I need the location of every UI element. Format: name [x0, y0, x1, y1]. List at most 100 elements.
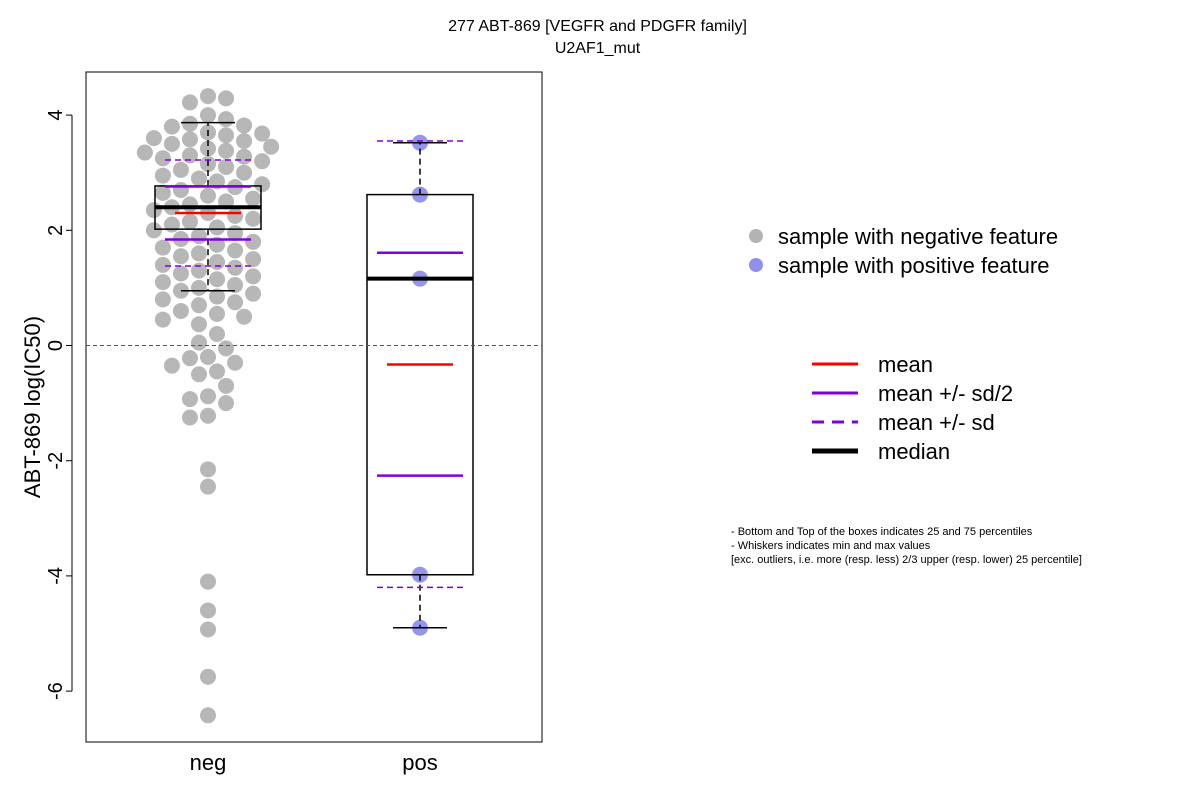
data-point-neg: [200, 461, 216, 478]
data-point-neg: [145, 202, 162, 219]
data-point-neg: [227, 207, 244, 224]
data-point-neg: [200, 140, 216, 157]
data-point-neg: [218, 395, 235, 412]
data-point-neg: [190, 334, 207, 351]
data-point-neg: [200, 107, 216, 124]
data-point-neg: [200, 388, 216, 405]
data-point-neg: [200, 602, 216, 619]
note-line: [exc. outliers, i.e. more (resp. less) 2…: [731, 554, 1082, 566]
data-point-neg: [245, 233, 262, 250]
data-point-neg: [136, 144, 153, 161]
data-point-neg: [145, 222, 162, 239]
data-point-neg: [190, 279, 207, 296]
data-point-neg: [154, 167, 171, 184]
chart-notes: - Bottom and Top of the boxes indicates …: [731, 525, 1082, 567]
y-tick-label: 0: [45, 340, 67, 351]
plot-frame: [85, 71, 543, 743]
data-point-neg: [254, 125, 271, 142]
data-point-neg: [154, 184, 171, 201]
data-point-neg: [181, 350, 198, 367]
data-point-neg: [218, 111, 235, 128]
data-point-neg: [163, 135, 180, 152]
box-pos: [366, 193, 474, 576]
data-point-neg: [218, 90, 235, 107]
data-point-neg: [200, 573, 216, 590]
data-point-neg: [190, 297, 207, 314]
data-point-neg: [218, 127, 235, 144]
data-point-neg: [227, 242, 244, 259]
data-point-neg: [181, 94, 198, 111]
data-point-neg: [154, 311, 171, 328]
data-point-neg: [190, 262, 207, 279]
data-point-neg: [190, 366, 207, 383]
legend-layer: sample with negative feature sample with …: [749, 224, 1058, 464]
data-point-neg: [209, 271, 226, 288]
data-point-neg: [154, 291, 171, 308]
data-point-neg: [218, 340, 235, 357]
data-point-neg: [227, 354, 244, 371]
data-point-neg: [172, 161, 189, 178]
data-point-neg: [200, 187, 216, 204]
legend-point-marker: [749, 258, 763, 272]
data-point-neg: [200, 621, 216, 638]
data-point-neg: [254, 153, 271, 170]
data-point-neg: [200, 478, 216, 495]
boxes-layer: [154, 121, 474, 629]
data-point-neg: [181, 196, 198, 213]
data-point-neg: [181, 409, 198, 426]
data-point-neg: [200, 668, 216, 685]
data-point-neg: [245, 285, 262, 302]
data-point-neg: [245, 251, 262, 268]
data-point-neg: [236, 308, 253, 325]
data-point-neg: [163, 118, 180, 135]
data-point-neg: [145, 130, 162, 147]
legend-line-label: mean +/- sd/2: [878, 381, 1013, 406]
data-point-neg: [254, 176, 271, 193]
y-tick-label: -4: [45, 567, 67, 585]
data-point-neg: [200, 407, 216, 424]
y-axis-label: ABT-869 log(IC50): [20, 316, 45, 498]
legend-line-label: median: [878, 439, 950, 464]
data-point-neg: [172, 302, 189, 319]
data-point-neg: [245, 190, 262, 207]
data-point-neg: [172, 265, 189, 282]
data-point-neg: [181, 131, 198, 148]
data-point-neg: [263, 138, 280, 155]
data-point-neg: [200, 88, 216, 105]
legend-point-marker: [749, 229, 763, 243]
data-point-neg: [200, 349, 216, 366]
legend-point-label: sample with positive feature: [778, 253, 1049, 278]
data-point-neg: [236, 164, 253, 181]
y-tick-label: 4: [45, 110, 67, 121]
data-point-neg: [236, 117, 253, 134]
x-tick-label: pos: [402, 750, 437, 775]
data-point-neg: [227, 277, 244, 294]
data-point-neg: [181, 147, 198, 164]
data-point-neg: [154, 239, 171, 256]
legend-line-label: mean: [878, 352, 933, 377]
axis-layer: -6 -4 -2 0 2 4 ABT-869 log(IC50) neg pos: [20, 110, 542, 775]
data-point-neg: [209, 325, 226, 342]
data-point-neg: [200, 707, 216, 724]
data-point-neg: [154, 150, 171, 167]
data-point-neg: [172, 248, 189, 265]
chart-subtitle: U2AF1_mut: [554, 40, 641, 57]
data-point-neg: [172, 181, 189, 198]
data-point-neg: [209, 288, 226, 305]
data-point-neg: [190, 228, 207, 245]
data-point-neg: [227, 294, 244, 311]
data-point-neg: [245, 210, 262, 227]
note-line: - Bottom and Top of the boxes indicates …: [731, 526, 1033, 538]
data-point-neg: [209, 253, 226, 270]
y-tick-label: 2: [45, 225, 67, 236]
legend-line-label: mean +/- sd: [878, 410, 995, 435]
data-point-neg: [245, 268, 262, 285]
data-point-neg: [236, 133, 253, 150]
data-point-neg: [209, 363, 226, 380]
data-point-neg: [172, 282, 189, 299]
data-point-neg: [181, 213, 198, 230]
x-tick-label: neg: [190, 750, 227, 775]
data-point-neg: [218, 142, 235, 159]
data-point-neg: [236, 148, 253, 165]
